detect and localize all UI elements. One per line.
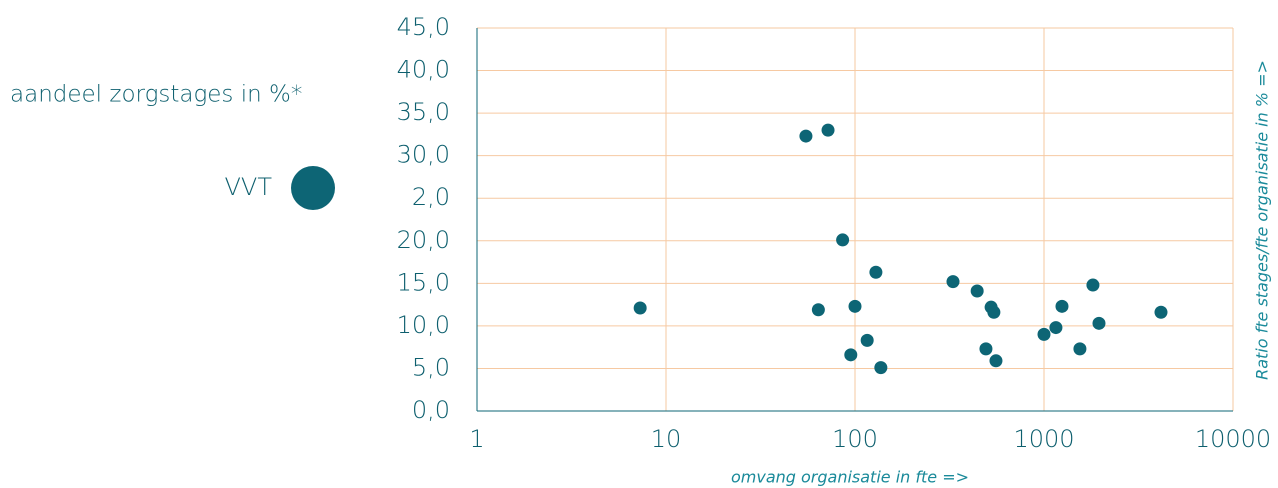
point <box>1037 327 1051 341</box>
y-tick-label: 10,0 <box>397 311 450 339</box>
point <box>946 275 960 289</box>
y-tick-label: 15,0 <box>397 268 450 296</box>
point <box>633 301 647 315</box>
point <box>1055 299 1069 313</box>
x-tick-label: 1000 <box>1013 425 1074 453</box>
point <box>1073 342 1087 356</box>
y-tick-label: 5,0 <box>412 353 450 381</box>
point <box>844 348 858 362</box>
point <box>799 129 813 143</box>
legend-marker <box>291 166 335 210</box>
y-tick-label: 0,0 <box>412 396 450 424</box>
point <box>811 303 825 317</box>
y-tick-label: 30,0 <box>397 141 450 169</box>
y-tick-label: 2,0 <box>412 183 450 211</box>
y-tick-label: 20,0 <box>397 226 450 254</box>
x-tick-label: 1 <box>469 425 484 453</box>
x-tick-label: 10000 <box>1195 425 1271 453</box>
point <box>987 305 1001 319</box>
point <box>989 354 1003 368</box>
legend-title: aandeel zorgstages in %* <box>10 82 302 108</box>
point <box>869 265 883 279</box>
point <box>1092 316 1106 330</box>
y-axis-label: Ratio fte stages/fte organisatie in % => <box>1253 60 1272 380</box>
point <box>970 284 984 298</box>
y-tick-label: 45,0 <box>397 13 450 41</box>
point <box>821 123 835 137</box>
point <box>1049 321 1063 335</box>
legend-label: VVT <box>225 173 273 201</box>
point <box>979 342 993 356</box>
x-tick-label: 100 <box>832 425 878 453</box>
point <box>860 333 874 347</box>
point <box>1086 278 1100 292</box>
y-tick-label: 35,0 <box>397 98 450 126</box>
point <box>1154 305 1168 319</box>
x-axis-label: omvang organisatie in fte => <box>731 468 969 487</box>
y-tick-label: 40,0 <box>397 56 450 84</box>
point <box>874 361 888 375</box>
point <box>836 233 850 247</box>
x-tick-label: 10 <box>651 425 682 453</box>
point <box>848 299 862 313</box>
